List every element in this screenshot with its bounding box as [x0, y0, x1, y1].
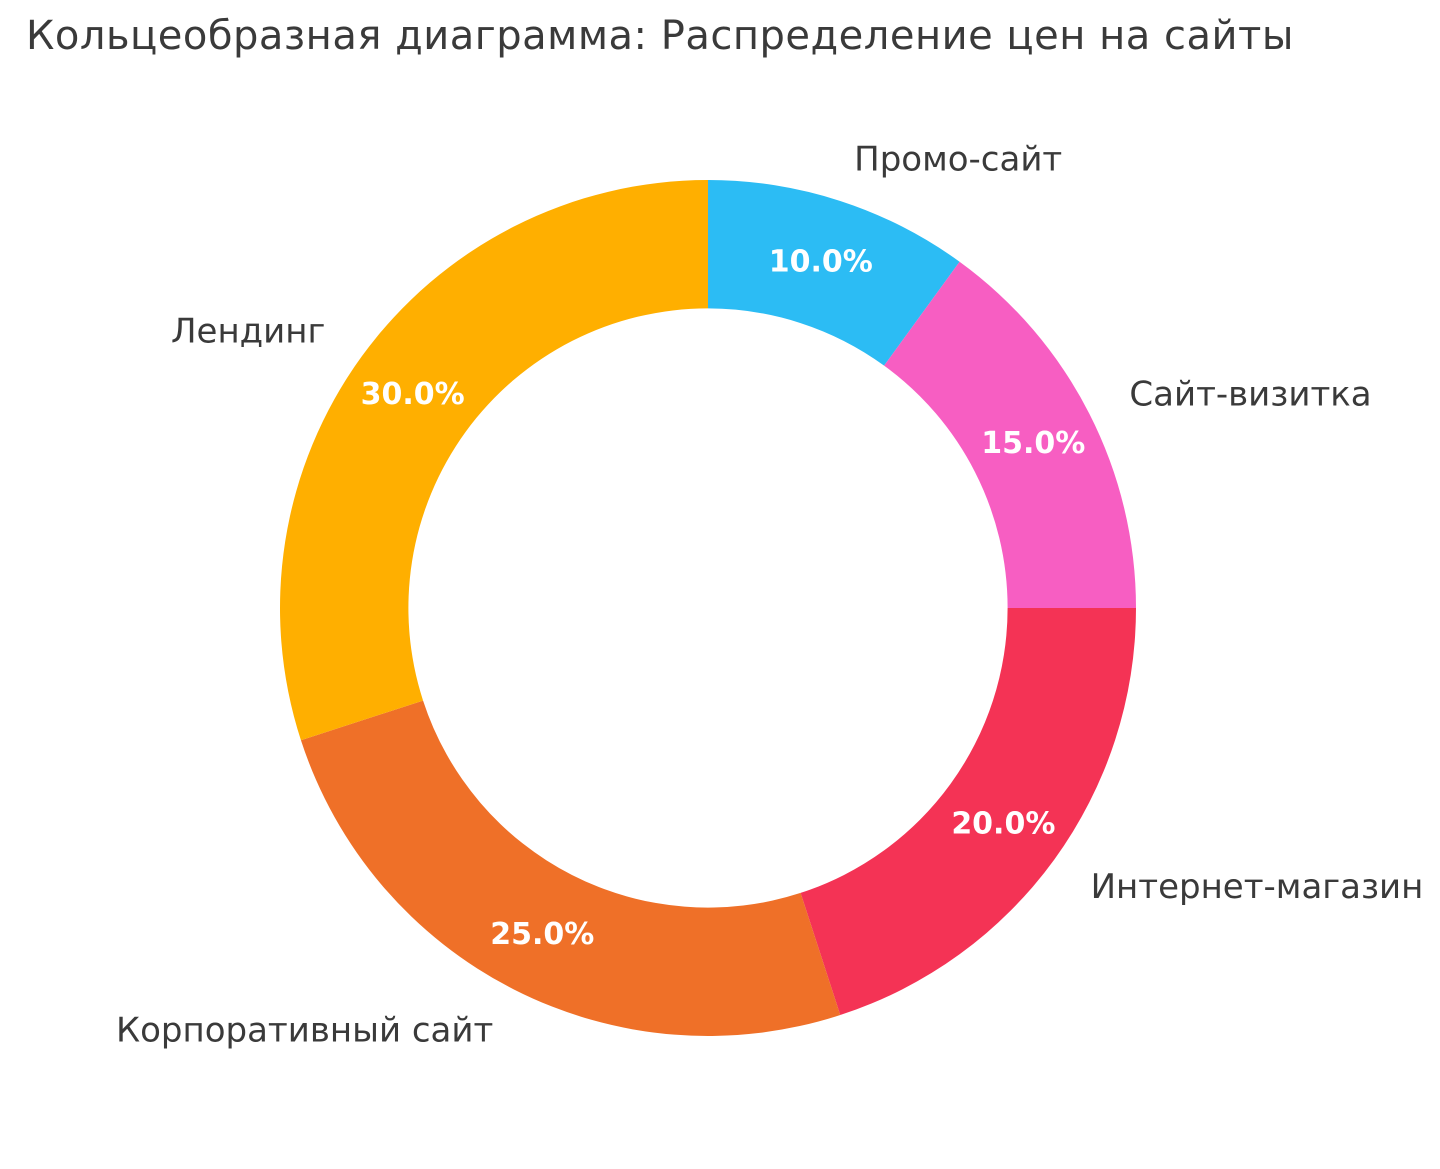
- pie-slice: [279, 180, 708, 741]
- slice-percent-label: 10.0%: [769, 245, 873, 280]
- chart-title: Кольцеобразная диаграмма: Распределение …: [26, 13, 1294, 59]
- slice-category-label: Интернет-магазин: [1091, 867, 1424, 907]
- pie-slice: [708, 180, 960, 366]
- slice-category-label: Лендинг: [171, 311, 325, 351]
- pie-slice: [800, 608, 1136, 1016]
- pie-slice: [884, 261, 1136, 608]
- slice-percent-label: 25.0%: [490, 917, 594, 952]
- slice-percent-label: 30.0%: [361, 377, 465, 412]
- slice-category-label: Промо-сайт: [854, 139, 1062, 179]
- slice-category-label: Сайт-визитка: [1129, 375, 1371, 415]
- pie-slice: [300, 700, 841, 1036]
- slice-category-label: Корпоративный сайт: [116, 1011, 493, 1051]
- slice-percent-label: 20.0%: [951, 806, 1055, 841]
- slice-percent-label: 15.0%: [981, 426, 1085, 461]
